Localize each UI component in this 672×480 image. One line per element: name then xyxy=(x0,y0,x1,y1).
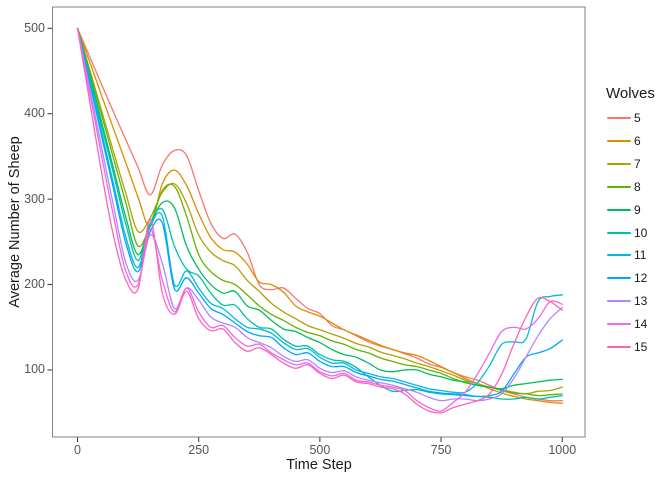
legend-key-8 xyxy=(607,185,631,188)
legend-key-5 xyxy=(607,117,631,120)
legend-label-12: 12 xyxy=(634,271,648,286)
legend-title: Wolves xyxy=(606,85,655,102)
y-tick-label: 400 xyxy=(24,106,45,121)
legend-key-15 xyxy=(607,345,631,348)
legend-key-11 xyxy=(607,254,631,257)
series-line-11 xyxy=(76,27,563,394)
y-tick-label: 200 xyxy=(24,277,45,292)
x-tick-label: 750 xyxy=(430,443,452,457)
series-line-6 xyxy=(76,27,563,404)
legend-label-14: 14 xyxy=(634,316,648,331)
legend-label-5: 5 xyxy=(634,111,641,126)
x-tick-label: 250 xyxy=(188,443,210,457)
legend-key-10 xyxy=(607,231,631,234)
series-line-5 xyxy=(76,27,563,402)
series-line-9 xyxy=(76,27,563,390)
legend-key-14 xyxy=(607,322,631,325)
panel-border xyxy=(52,6,586,438)
x-tick-label: 1000 xyxy=(548,443,577,457)
legend-key-6 xyxy=(607,140,631,143)
y-tick-label: 100 xyxy=(24,362,45,377)
series-line-7 xyxy=(76,27,563,395)
y-tick-label: 300 xyxy=(24,191,45,206)
legend-label-9: 9 xyxy=(634,202,641,217)
series-line-10 xyxy=(76,27,563,400)
legend-key-13 xyxy=(607,300,631,303)
series-line-13 xyxy=(76,27,563,402)
x-tick-label: 0 xyxy=(74,443,81,457)
legend-label-13: 13 xyxy=(634,294,648,309)
legend-label-7: 7 xyxy=(634,157,641,171)
legend-key-12 xyxy=(607,277,631,280)
legend-key-9 xyxy=(607,208,631,211)
series-line-15 xyxy=(76,27,563,414)
legend-label-11: 11 xyxy=(634,248,647,263)
legend-label-15: 15 xyxy=(634,339,648,354)
y-tick-label: 500 xyxy=(24,20,45,35)
x-tick-label: 500 xyxy=(309,443,331,457)
legend-label-10: 10 xyxy=(634,225,648,240)
x-axis-title: Time Step xyxy=(286,457,352,473)
legend-key-7 xyxy=(607,163,631,165)
series-line-8 xyxy=(76,27,563,397)
series-line-12 xyxy=(76,27,563,398)
legend-label-6: 6 xyxy=(634,134,641,149)
legend-label-8: 8 xyxy=(634,179,641,194)
